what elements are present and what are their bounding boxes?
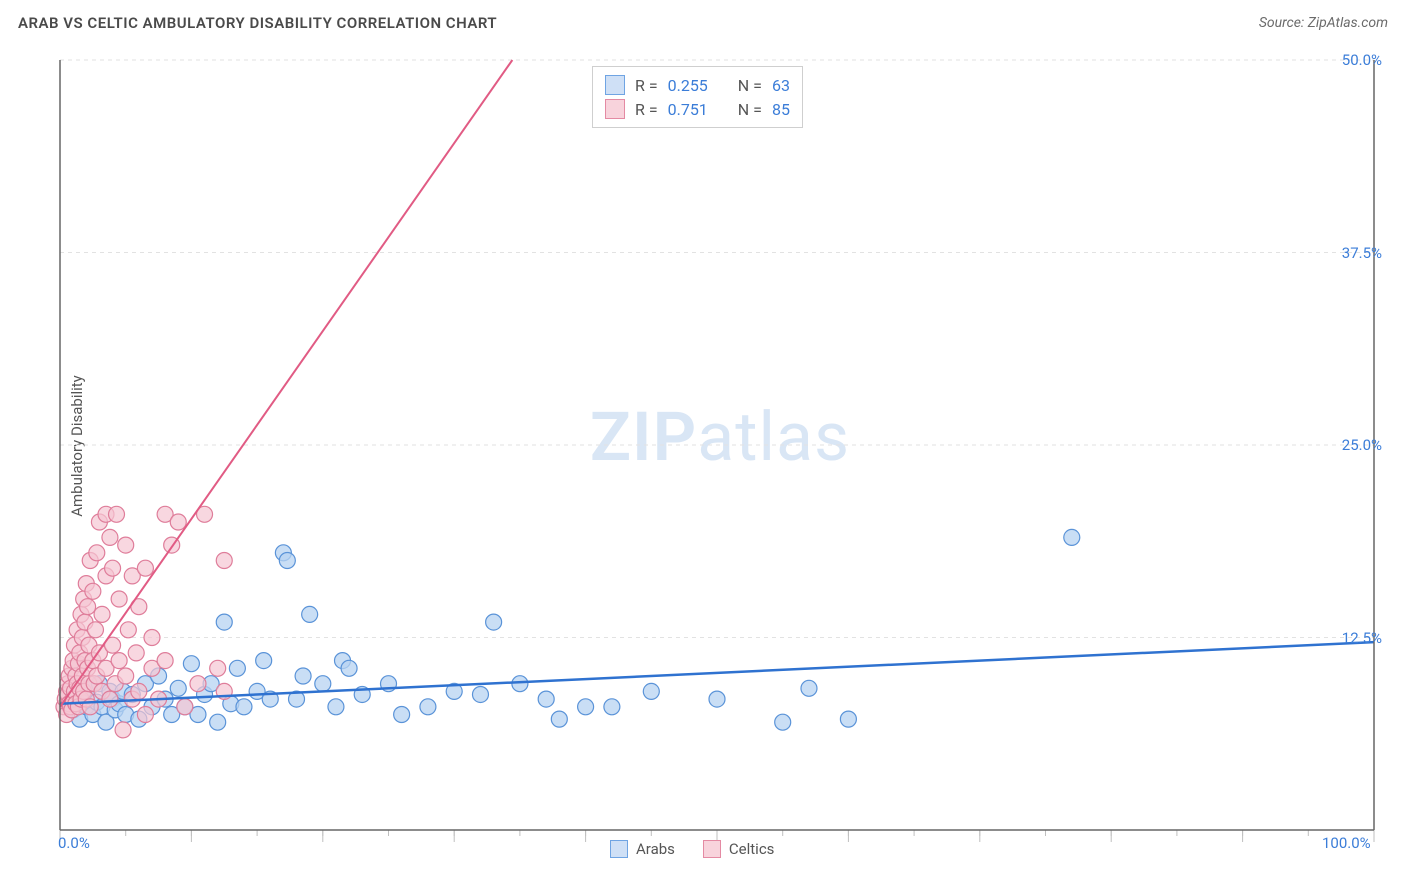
y-tick-label: 25.0% bbox=[1342, 436, 1382, 454]
legend-correlation: R = 0.255N = 63R = 0.751N = 85 bbox=[592, 66, 803, 128]
x-tick-label: 100.0% bbox=[1322, 834, 1371, 852]
legend-series-item: Celtics bbox=[703, 840, 775, 858]
source-attribution: Source: ZipAtlas.com bbox=[1259, 15, 1388, 31]
x-tick-label: 0.0% bbox=[58, 834, 90, 852]
legend-series-item: Arabs bbox=[610, 840, 675, 858]
header: ARAB VS CELTIC AMBULATORY DISABILITY COR… bbox=[0, 0, 1406, 40]
scatter-plot bbox=[50, 48, 1390, 858]
chart-container: ZIPatlas R = 0.255N = 63R = 0.751N = 85 … bbox=[50, 48, 1390, 858]
y-tick-label: 12.5% bbox=[1342, 629, 1382, 647]
y-tick-label: 37.5% bbox=[1342, 244, 1382, 262]
legend-correlation-row: R = 0.255N = 63 bbox=[605, 73, 790, 97]
legend-series: Arabs Celtics bbox=[610, 840, 774, 858]
legend-correlation-row: R = 0.751N = 85 bbox=[605, 97, 790, 121]
y-tick-label: 50.0% bbox=[1342, 51, 1382, 69]
chart-title: ARAB VS CELTIC AMBULATORY DISABILITY COR… bbox=[18, 14, 497, 32]
